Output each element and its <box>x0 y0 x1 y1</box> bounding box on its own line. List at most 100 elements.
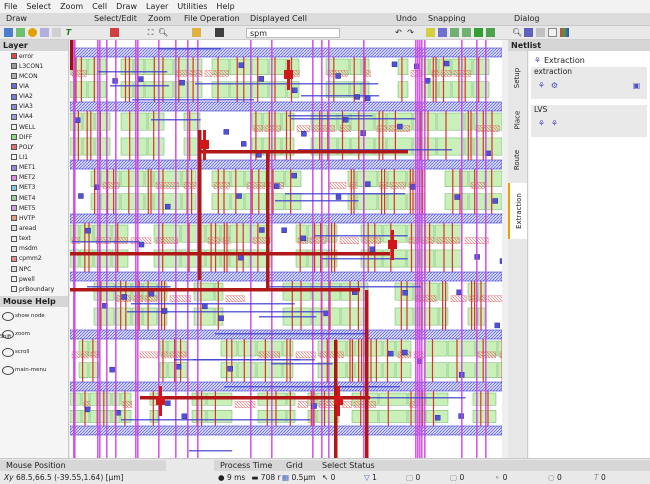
poly-gate <box>237 57 238 102</box>
tab-setup[interactable]: Setup <box>508 59 527 97</box>
layer-name: POLY <box>19 144 34 151</box>
menu-layer[interactable]: Layer <box>142 2 173 11</box>
xy-icon: Xy <box>4 473 16 482</box>
dialog-layers-icon[interactable] <box>524 28 533 37</box>
poly-gate <box>384 169 385 214</box>
layer-item[interactable]: error <box>0 51 68 61</box>
snap-angle-icon[interactable] <box>486 28 495 37</box>
layer-item[interactable]: text <box>0 234 68 244</box>
menu-select[interactable]: Select <box>22 2 56 11</box>
menu-utilities[interactable]: Utilities <box>173 2 212 11</box>
lvs-run-icon[interactable]: ⚘ <box>537 119 546 128</box>
menu-help[interactable]: Help <box>212 2 239 11</box>
draw-line-icon[interactable] <box>40 28 49 37</box>
select-icon[interactable] <box>110 28 119 37</box>
local-interconnect <box>441 71 451 77</box>
poly-gate <box>483 111 484 160</box>
menu-draw[interactable]: Draw <box>112 2 142 11</box>
status-bar: Mouse Position Xy 68.5,66.5 (-39.55,1.64… <box>0 458 650 484</box>
draw-grid-icon[interactable] <box>52 28 61 37</box>
dialog-color-icon[interactable] <box>560 28 569 37</box>
diffusion-area <box>437 138 464 155</box>
via-contact <box>336 74 341 79</box>
layer-item[interactable]: LI1 <box>0 152 68 162</box>
draw-box-icon[interactable] <box>4 28 13 37</box>
poly-gate <box>94 57 95 102</box>
poly-gate <box>406 281 407 330</box>
layer-item[interactable]: MCON <box>0 71 68 81</box>
local-interconnect <box>380 183 388 189</box>
dialog-properties-icon[interactable] <box>536 28 545 37</box>
save-icon[interactable] <box>215 28 224 37</box>
poly-gate <box>381 169 382 214</box>
big-via <box>287 60 290 90</box>
zoom-fit-icon[interactable]: ⛶ <box>146 28 155 37</box>
menu-file[interactable]: File <box>0 2 22 11</box>
layout-canvas[interactable] <box>70 40 502 458</box>
via-contact <box>259 76 264 81</box>
poly-gate <box>129 111 130 160</box>
layer-item[interactable]: VIA2 <box>0 92 68 102</box>
layer-item[interactable]: prBoundary <box>0 284 68 294</box>
menu-cell[interactable]: Cell <box>88 2 112 11</box>
undo-icon[interactable]: ↶ <box>394 28 403 37</box>
zoom-magnifier-icon[interactable]: 🔍︎ <box>158 28 167 37</box>
snap-vertex-icon[interactable] <box>450 28 459 37</box>
snap-grid-icon[interactable] <box>426 28 435 37</box>
lvs-section-label: LVS <box>531 105 647 115</box>
draw-text-icon[interactable]: T <box>64 28 73 37</box>
poly-gate <box>452 223 453 272</box>
layer-item[interactable]: MET1 <box>0 163 68 173</box>
extract-report-icon[interactable]: ▣ <box>632 81 641 90</box>
poly-gate <box>433 391 434 426</box>
layer-item[interactable]: VIA4 <box>0 112 68 122</box>
extract-settings-icon[interactable]: ⚙ <box>550 81 559 90</box>
layer-item[interactable]: HVTP <box>0 213 68 223</box>
diffusion-area <box>121 194 144 210</box>
tab-extraction[interactable]: Extraction <box>508 183 527 239</box>
open-folder-icon[interactable] <box>192 28 201 37</box>
layer-item[interactable]: MET4 <box>0 193 68 203</box>
layer-item[interactable]: WELL <box>0 122 68 132</box>
met2-track <box>415 40 417 458</box>
diffusion-area <box>91 171 100 187</box>
layer-item[interactable]: aread <box>0 223 68 233</box>
snap-center-icon[interactable] <box>462 28 471 37</box>
layer-item[interactable]: pwell <box>0 274 68 284</box>
via-contact <box>259 227 264 232</box>
layer-color-swatch <box>11 144 17 150</box>
layer-item[interactable]: NPC <box>0 264 68 274</box>
displayed-cell-field[interactable]: spm <box>246 28 340 38</box>
snap-edge-icon[interactable] <box>438 28 447 37</box>
layer-item[interactable]: MET2 <box>0 173 68 183</box>
layer-item[interactable]: MET5 <box>0 203 68 213</box>
layer-item[interactable]: POLY <box>0 142 68 152</box>
extract-run-icon[interactable]: ⚘ <box>537 81 546 90</box>
layer-name: VIA <box>19 83 29 90</box>
dialog-search-icon[interactable]: 🔍︎ <box>512 28 521 37</box>
dialog-document-icon[interactable] <box>548 28 557 37</box>
toolbar: Draw T Select/Edit Zoom ⛶ 🔍︎ File Operat… <box>0 13 650 40</box>
diffusion-area <box>426 393 448 405</box>
layer-item[interactable]: cpmm2 <box>0 254 68 264</box>
redo-icon[interactable]: ↷ <box>406 28 415 37</box>
local-interconnect <box>390 183 405 189</box>
tab-route[interactable]: Route <box>508 143 527 177</box>
layer-item[interactable]: DIFF <box>0 132 68 142</box>
poly-gate <box>452 169 453 214</box>
snap-orthogonal-icon[interactable] <box>474 28 483 37</box>
draw-polygon-icon[interactable] <box>16 28 25 37</box>
tab-place[interactable]: Place <box>508 103 527 137</box>
layer-item[interactable]: L3CON1 <box>0 61 68 71</box>
layout-drawing[interactable] <box>70 40 502 458</box>
layer-item[interactable]: msdm <box>0 244 68 254</box>
lvs-compare-icon[interactable]: ⚘ <box>550 119 559 128</box>
layer-item[interactable]: VIA3 <box>0 102 68 112</box>
layer-color-swatch <box>11 286 17 292</box>
poly-gate <box>427 111 428 160</box>
draw-circle-icon[interactable] <box>28 28 37 37</box>
local-interconnect <box>254 126 263 132</box>
layer-item[interactable]: VIA <box>0 81 68 91</box>
layer-item[interactable]: MET3 <box>0 183 68 193</box>
menu-zoom[interactable]: Zoom <box>56 2 88 11</box>
